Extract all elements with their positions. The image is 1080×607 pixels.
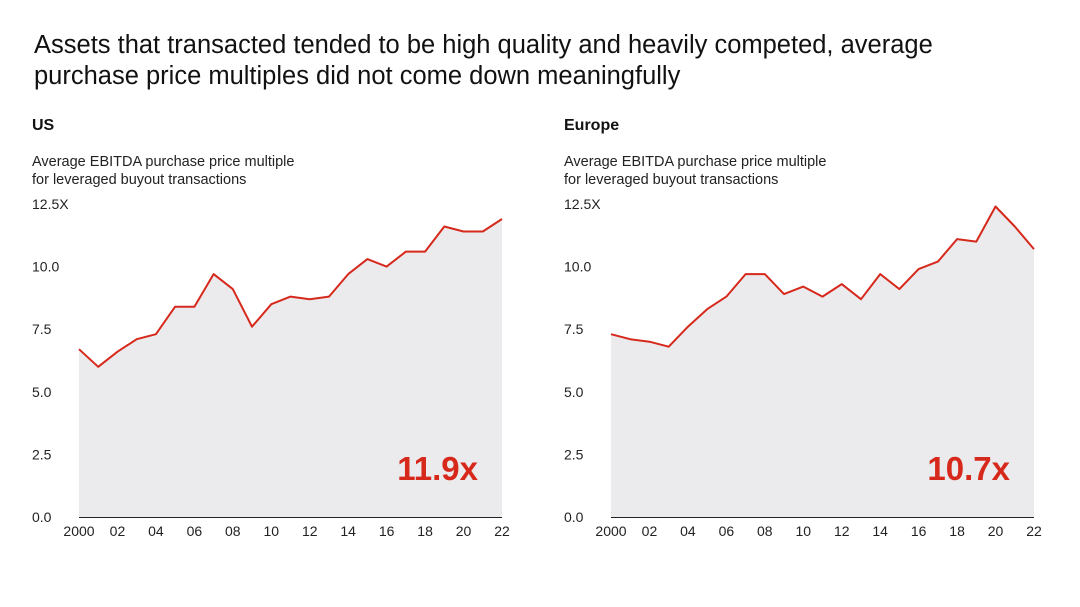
x-tick-label: 10 (795, 523, 811, 539)
headline: Assets that transacted tended to be high… (34, 30, 1044, 92)
y-tick-label: 10.0 (564, 259, 591, 275)
chart-subtitle-us: Average EBITDA purchase price multiple f… (32, 153, 294, 189)
y-tick-label: 12.5X (32, 196, 69, 212)
region-title-europe: Europe (564, 117, 620, 134)
x-tick-label: 12 (834, 523, 850, 539)
y-tick-label: 2.5 (564, 446, 584, 462)
y-tick-label: 12.5X (564, 196, 601, 212)
y-tick-label: 5.0 (564, 384, 584, 400)
headline-line-1: Assets that transacted tended to be high… (34, 31, 933, 59)
x-tick-label: 14 (872, 523, 888, 539)
region-title-us: US (32, 117, 55, 134)
x-tick-label: 22 (494, 523, 510, 539)
x-tick-label: 10 (263, 523, 279, 539)
x-tick-label: 18 (949, 523, 965, 539)
highlight-value: 11.9x (397, 450, 478, 487)
x-tick-label: 14 (340, 523, 356, 539)
x-tick-label: 08 (757, 523, 773, 539)
x-tick-label: 06 (187, 523, 203, 539)
x-tick-label: 20 (456, 523, 472, 539)
x-tick-label: 18 (417, 523, 433, 539)
x-tick-label: 04 (148, 523, 164, 539)
area-fill (79, 219, 502, 517)
series-line (78, 218, 503, 368)
subtitle-line-2-europe: for leveraged buyout transactions (564, 172, 779, 188)
us-chart: 12.5X 10.0 7.5 5.0 2.5 0.0 2000 02 04 06 08 10 12 14 1… (32, 196, 510, 539)
y-tick-label: 7.5 (32, 321, 52, 337)
subtitle-line-2-us: for leveraged buyout transactions (32, 172, 247, 188)
highlight-value: 10.7x (927, 450, 1010, 487)
y-tick-label: 0.0 (32, 509, 52, 525)
x-tick-label: 08 (225, 523, 241, 539)
chart-subtitle-europe: Average EBITDA purchase price multiple f… (564, 153, 826, 189)
series-line (610, 205, 1035, 348)
subtitle-line-1-europe: Average EBITDA purchase price multiple (564, 154, 827, 170)
x-tick-label: 02 (642, 523, 658, 539)
x-tick-label: 16 (911, 523, 927, 539)
x-tick-label: 12 (302, 523, 318, 539)
headline-line-2: purchase price multiples did not come do… (34, 62, 681, 90)
subtitle-line-1-us: Average EBITDA purchase price multiple (32, 154, 295, 170)
x-tick-label: 16 (379, 523, 395, 539)
x-tick-label: 02 (110, 523, 126, 539)
y-tick-label: 7.5 (564, 321, 584, 337)
y-tick-label: 10.0 (32, 259, 59, 275)
x-tick-label: 20 (988, 523, 1004, 539)
panel-europe: Europe Average EBITDA purchase price mul… (564, 116, 1064, 556)
y-tick-label: 5.0 (32, 384, 52, 400)
x-tick-label: 04 (680, 523, 696, 539)
x-tick-label: 2000 (63, 523, 94, 539)
panel-us: US Average EBITDA purchase price multipl… (32, 116, 532, 556)
x-tick-label: 06 (719, 523, 735, 539)
y-tick-label: 0.0 (564, 509, 584, 525)
area-fill (611, 206, 1034, 517)
europe-chart: 12.5X 10.0 7.5 5.0 2.5 0.0 2000 02 04 06 08 10 12 14 1… (564, 196, 1042, 539)
x-tick-label: 2000 (595, 523, 626, 539)
y-tick-label: 2.5 (32, 446, 52, 462)
x-tick-label: 22 (1026, 523, 1042, 539)
